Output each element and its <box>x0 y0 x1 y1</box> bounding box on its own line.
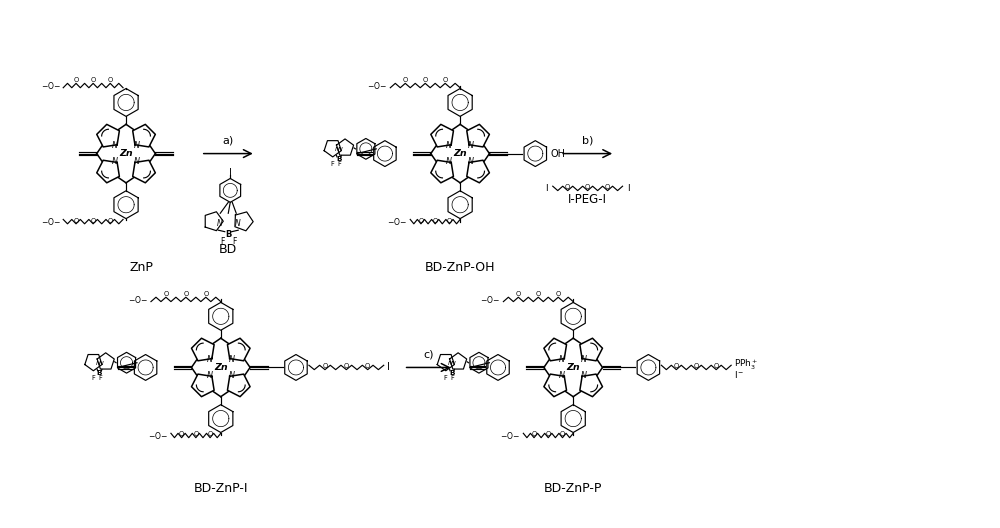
Text: O: O <box>714 363 719 370</box>
Text: $-$O$-$: $-$O$-$ <box>387 216 407 227</box>
Text: O: O <box>447 218 452 224</box>
Text: N: N <box>96 361 100 366</box>
Text: $-$O$-$: $-$O$-$ <box>148 430 168 441</box>
Text: O: O <box>516 291 521 297</box>
Text: N: N <box>112 157 118 166</box>
Text: O: O <box>365 363 370 370</box>
Text: O: O <box>73 77 79 83</box>
Text: a): a) <box>223 136 234 146</box>
Text: F: F <box>330 161 334 167</box>
Text: N: N <box>581 371 587 380</box>
Text: Zn: Zn <box>453 149 467 158</box>
Text: N: N <box>335 147 340 152</box>
Text: N: N <box>581 355 587 364</box>
Text: N: N <box>234 219 240 228</box>
Text: N: N <box>207 355 213 364</box>
Text: O: O <box>556 291 561 297</box>
Text: N: N <box>112 142 118 150</box>
Text: O: O <box>207 431 213 438</box>
Text: I: I <box>229 168 232 178</box>
Text: F: F <box>91 375 95 381</box>
Text: O: O <box>403 77 408 83</box>
Text: O: O <box>91 218 96 224</box>
Text: BD-ZnP-P: BD-ZnP-P <box>544 482 602 495</box>
Text: O: O <box>322 363 328 370</box>
Text: O: O <box>108 218 113 224</box>
Text: N: N <box>559 355 565 364</box>
Text: c): c) <box>423 350 434 360</box>
Text: B: B <box>97 370 102 375</box>
Text: F: F <box>451 375 454 381</box>
Text: I: I <box>628 184 630 193</box>
Text: N: N <box>99 361 103 366</box>
Text: I: I <box>387 362 390 372</box>
Text: $\mathsf{I^-}$: $\mathsf{I^-}$ <box>734 369 745 380</box>
Text: N: N <box>134 142 140 150</box>
Text: O: O <box>91 77 96 83</box>
Text: N: N <box>229 371 235 380</box>
Text: Zn: Zn <box>214 363 228 372</box>
Text: O: O <box>423 77 428 83</box>
Text: N: N <box>216 219 222 228</box>
Text: F: F <box>98 375 102 381</box>
Text: $\mathsf{PPh_3^+}$: $\mathsf{PPh_3^+}$ <box>734 358 759 372</box>
Text: BD: BD <box>219 243 237 256</box>
Text: $-$O$-$: $-$O$-$ <box>480 294 500 305</box>
Text: O: O <box>443 77 448 83</box>
Text: OH: OH <box>550 148 565 158</box>
Text: F: F <box>232 237 236 246</box>
Text: Zn: Zn <box>566 363 580 372</box>
Text: O: O <box>183 291 188 297</box>
Text: O: O <box>560 431 565 438</box>
Text: I-PEG-I: I-PEG-I <box>568 193 607 206</box>
Text: N: N <box>134 157 140 166</box>
Text: O: O <box>536 291 541 297</box>
Text: O: O <box>179 431 184 438</box>
Text: I: I <box>545 184 548 193</box>
Text: N: N <box>207 371 213 380</box>
Text: N: N <box>338 147 343 152</box>
Text: O: O <box>585 184 590 191</box>
Text: O: O <box>344 363 349 370</box>
Text: N: N <box>229 355 235 364</box>
Text: $-$O$-$: $-$O$-$ <box>128 294 148 305</box>
Text: N: N <box>468 157 474 166</box>
Text: F: F <box>220 237 224 246</box>
Text: Zn: Zn <box>119 149 133 158</box>
Text: BD-ZnP-I: BD-ZnP-I <box>194 482 248 495</box>
Text: O: O <box>203 291 208 297</box>
Text: $-$O$-$: $-$O$-$ <box>41 216 61 227</box>
Text: O: O <box>605 184 610 191</box>
Text: N: N <box>448 361 453 366</box>
Text: N: N <box>559 371 565 380</box>
Text: B: B <box>449 370 455 375</box>
Text: N: N <box>446 142 452 150</box>
Text: O: O <box>531 431 537 438</box>
Text: F: F <box>337 161 341 167</box>
Text: O: O <box>73 218 79 224</box>
Text: O: O <box>433 218 438 224</box>
Text: O: O <box>694 363 699 370</box>
Text: $-$O$-$: $-$O$-$ <box>41 80 61 91</box>
Text: O: O <box>674 363 679 370</box>
Text: O: O <box>546 431 551 438</box>
Text: B: B <box>336 156 342 162</box>
Text: O: O <box>163 291 169 297</box>
Text: B: B <box>225 230 231 239</box>
Text: $-$O$-$: $-$O$-$ <box>367 80 387 91</box>
Text: N: N <box>451 361 456 366</box>
Text: b): b) <box>582 136 593 146</box>
Text: F: F <box>443 375 447 381</box>
Text: N: N <box>468 142 474 150</box>
Text: ZnP: ZnP <box>129 261 153 274</box>
Text: O: O <box>108 77 113 83</box>
Text: O: O <box>193 431 198 438</box>
Text: O: O <box>565 184 570 191</box>
Text: N: N <box>446 157 452 166</box>
Text: $-$O$-$: $-$O$-$ <box>500 430 520 441</box>
Text: O: O <box>418 218 424 224</box>
Text: BD-ZnP-OH: BD-ZnP-OH <box>425 261 495 274</box>
